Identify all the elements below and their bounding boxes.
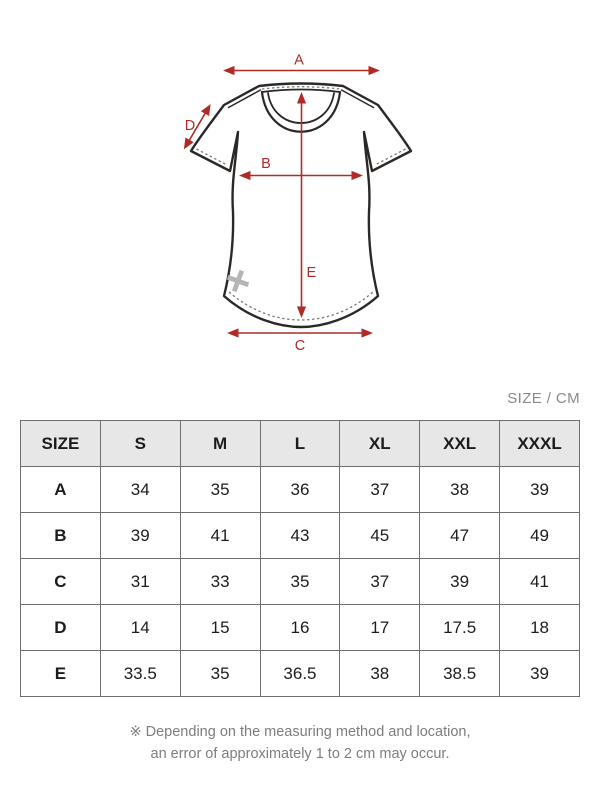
cell-value: 45 [339,512,421,559]
header-cell-xl: XL [339,420,421,467]
size-unit-label: SIZE / CM [507,390,580,407]
measure-label-c: C [295,338,305,354]
size-chart-table: SIZE S M L XL XXL XXXL A 34 35 36 37 38 … [20,420,580,697]
cell-value: 36 [259,466,341,513]
header-cell-xxxl: XXXL [499,420,580,467]
header-cell-s: S [99,420,181,467]
row-label: E [20,650,101,697]
table-row-c: C 31 33 35 37 39 41 [20,558,580,605]
cell-value: 39 [419,558,501,605]
cell-value: 16 [259,604,341,651]
measure-arrow-d [187,110,208,143]
cell-value: 47 [419,512,501,559]
measure-label-d: D [185,118,195,134]
cell-value: 37 [339,466,421,513]
hem-stitch [228,291,374,321]
tshirt-measurement-diagram: A B C D E [0,0,600,380]
logo-mark-icon [226,269,250,293]
disclaimer-line-2: an error of approximately 1 to 2 cm may … [150,746,450,762]
row-label: D [20,604,101,651]
table-row-a: A 34 35 36 37 38 39 [20,466,580,513]
sleeve-stitch-left [196,148,228,166]
cell-value: 39 [499,466,580,513]
cell-value: 39 [99,512,181,559]
shoulder-seam-left [227,89,262,109]
stitch-lines [196,86,406,321]
header-cell-m: M [179,420,261,467]
cell-value: 35 [179,466,261,513]
measure-label-e: E [307,265,317,281]
cell-value: 38 [339,650,421,697]
table-row-b: B 39 41 43 45 47 49 [20,512,580,559]
cell-value: 49 [499,512,580,559]
cell-value: 34 [99,466,181,513]
cell-value: 18 [499,604,580,651]
measure-label-a: A [294,53,304,69]
header-cell-size: SIZE [20,420,101,467]
measurement-arrows: A B C D E [183,53,380,354]
cell-value: 36.5 [259,650,341,697]
row-label: C [20,558,101,605]
cell-value: 33.5 [99,650,181,697]
row-label: B [20,512,101,559]
cell-value: 38 [419,466,501,513]
cell-value: 17 [339,604,421,651]
cell-value: 14 [99,604,181,651]
cell-value: 35 [259,558,341,605]
cell-value: 41 [179,512,261,559]
arrowheads [183,65,380,338]
cell-value: 35 [179,650,261,697]
header-cell-l: L [259,420,341,467]
cell-value: 17.5 [419,604,501,651]
cell-value: 15 [179,604,261,651]
cell-value: 43 [259,512,341,559]
row-label: A [20,466,101,513]
table-row-e: E 33.5 35 36.5 38 38.5 39 [20,650,580,697]
table-header-row: SIZE S M L XL XXL XXXL [20,420,580,467]
table-row-d: D 14 15 16 17 17.5 18 [20,604,580,651]
tshirt-diagram-svg: A B C D E [183,53,413,354]
cell-value: 33 [179,558,261,605]
cell-value: 37 [339,558,421,605]
measurement-disclaimer: ※ Depending on the measuring method and … [0,721,600,765]
cell-value: 31 [99,558,181,605]
shoulder-seam-right [340,89,375,109]
disclaimer-line-1: ※ Depending on the measuring method and … [129,724,471,740]
header-cell-xxl: XXL [419,420,501,467]
cell-value: 38.5 [419,650,501,697]
sleeve-stitch-right [374,148,406,166]
cell-value: 41 [499,558,580,605]
collar-stitch [261,86,341,90]
collar-back-seam [261,88,341,93]
measure-label-b: B [261,156,271,172]
cell-value: 39 [499,650,580,697]
